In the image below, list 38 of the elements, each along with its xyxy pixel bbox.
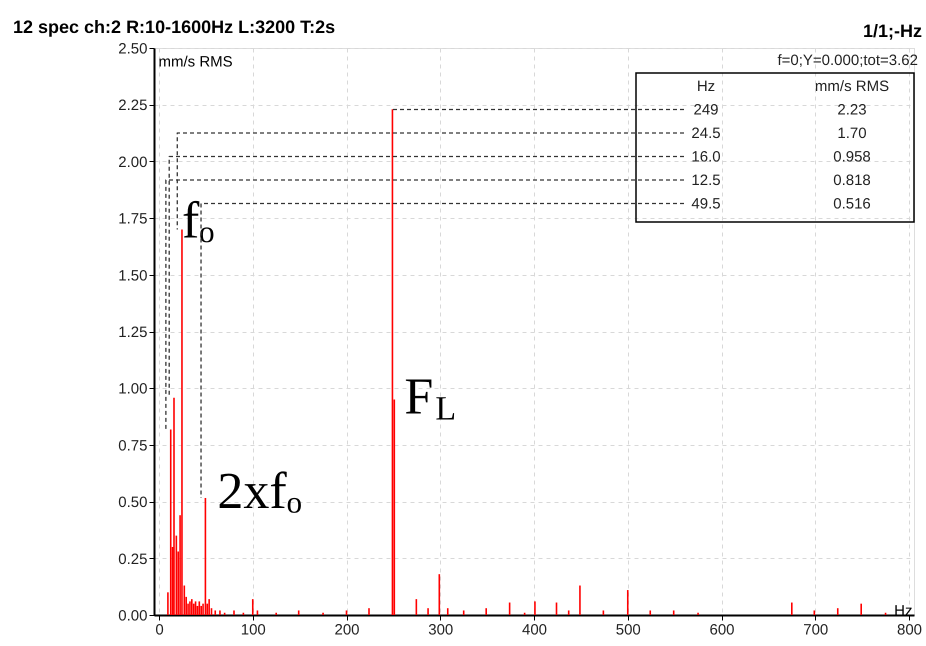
y-tick-label: 0.00 (118, 608, 148, 624)
x-tick-label: 100 (240, 622, 266, 638)
annotation: 12.5 (691, 172, 721, 189)
x-tick-label: 700 (803, 622, 828, 638)
annotation: 2.23 (837, 102, 867, 118)
text: mm/s RMS (814, 78, 890, 95)
y-tick-label: 2.00 (118, 154, 148, 171)
y-tick-label: 1.75 (118, 210, 148, 228)
x-tick-label: 200 (334, 622, 360, 638)
annotation: 49.5 (691, 196, 721, 212)
annotation: 24.5 (691, 125, 721, 142)
annotation: 2xfₒ (217, 462, 302, 520)
y-tick-label: 0.75 (118, 437, 148, 454)
x-tick-label: 400 (522, 622, 548, 638)
y-tick-label: 2.50 (118, 40, 148, 58)
y-tick-label: 2.25 (118, 97, 148, 114)
text: Hz (696, 78, 716, 95)
chart-subtitle: 1/1;-Hz (862, 21, 922, 41)
annotation: 0.818 (833, 172, 871, 189)
x-tick-label: 500 (616, 622, 641, 638)
annotation: 249 (693, 102, 719, 118)
x-tick-label: 300 (428, 622, 454, 638)
annotation: 16.0 (691, 148, 721, 166)
annotation: f=0;Y=0.000;tot=3.62 (777, 52, 918, 69)
x-tick-label: 0 (155, 622, 164, 638)
y-tick-label: 0.25 (118, 550, 148, 568)
y-tick-label: 0.50 (118, 494, 148, 512)
annotation: 0.516 (833, 196, 871, 212)
annotation: 1.70 (837, 125, 867, 142)
x-tick-label: 600 (709, 622, 735, 638)
annotation: 0.958 (833, 148, 871, 166)
y-tick-label: 1.25 (118, 324, 148, 341)
y-tick-label: 1.50 (118, 267, 148, 284)
annotation: fₒ (182, 192, 214, 250)
x-tick-label: 800 (896, 622, 922, 638)
y-axis-title: mm/s RMS (158, 54, 233, 70)
chart-title: 12 spec ch:2 R:10-1600Hz L:3200 T:2s (13, 17, 336, 37)
y-tick-label: 1.00 (118, 380, 148, 398)
